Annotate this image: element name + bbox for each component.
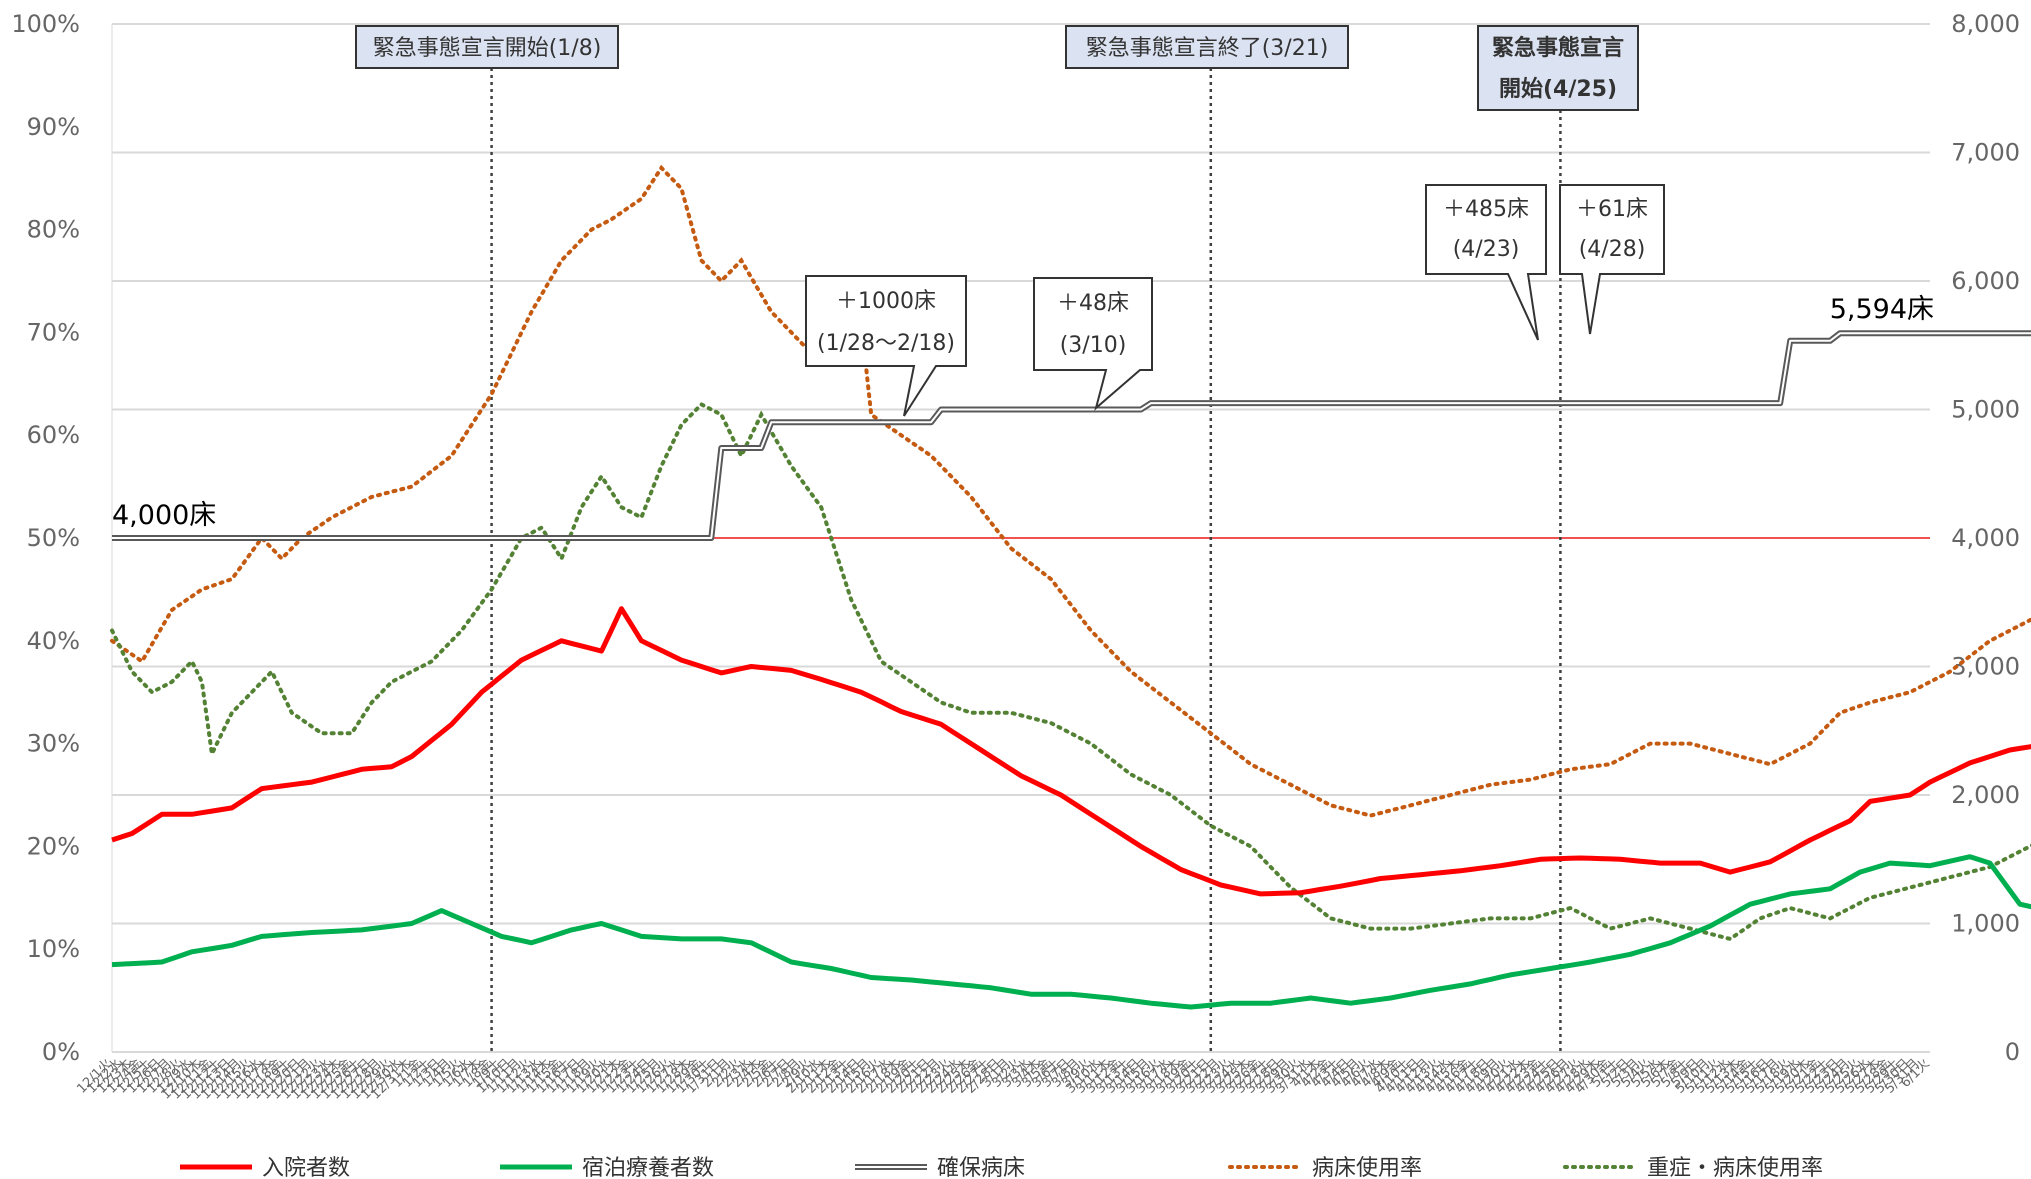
legend: 入院者数 宿泊療養者数 確保病床 病床使用率 重症・病床使用率	[180, 1156, 1823, 1179]
legend-label: 入院者数	[262, 1156, 350, 1179]
series-line	[110, 401, 2031, 942]
right-axis: 0 1,000 2,000 3,000 4,000 5,000 6,000 7,000 8,00…	[1951, 10, 2020, 1066]
callout-text: ＋1000床	[836, 289, 936, 314]
left-tick-label: 30%	[27, 730, 80, 758]
right-tick-label: 2,000	[1951, 781, 2020, 809]
legend-item: 入院者数	[180, 1156, 350, 1179]
legend-item: 宿泊療養者数	[500, 1156, 714, 1179]
x-axis: 12/1火12/2水12/3木12/4金12/5土12/6日12/7月12/8火…	[74, 1056, 1932, 1103]
callout-bed-48: ＋48床 (3/10)	[1033, 277, 1153, 411]
right-tick-label: 3,000	[1951, 653, 2020, 681]
callout-text: ＋485床	[1443, 197, 1529, 222]
right-tick-label: 8,000	[1951, 10, 2020, 38]
left-axis: 0% 10% 20% 30% 40% 50% 60% 70% 80% 90% 100%	[11, 10, 80, 1066]
series-line	[111, 854, 2031, 1010]
right-tick-label: 5,000	[1951, 396, 2020, 424]
callout-text: (1/28～2/18)	[817, 331, 955, 356]
callout-text: (3/10)	[1060, 333, 1127, 358]
series-line-inner	[112, 332, 2031, 539]
right-tick-label: 4,000	[1951, 524, 2020, 552]
legend-item: 病床使用率	[1228, 1156, 1422, 1179]
left-tick-label: 10%	[27, 935, 80, 963]
left-tick-label: 70%	[27, 318, 80, 346]
annotation-text: 緊急事態宣言終了(3/21)	[1086, 36, 1329, 61]
callout-text: ＋48床	[1057, 291, 1129, 316]
callout-bed-61: ＋61床 (4/28)	[1559, 184, 1665, 335]
left-tick-label: 40%	[27, 627, 80, 655]
series-line	[110, 164, 2031, 818]
legend-label: 宿泊療養者数	[582, 1156, 714, 1179]
annotation-declaration-start-2: 緊急事態宣言 開始(4/25)	[1477, 25, 1639, 111]
left-tick-label: 80%	[27, 216, 80, 244]
left-tick-label: 50%	[27, 524, 80, 552]
legend-item: 確保病床	[855, 1156, 1025, 1179]
annotation-text: 開始(4/25)	[1499, 76, 1617, 102]
callout-text: (4/23)	[1453, 237, 1520, 262]
left-tick-label: 90%	[27, 113, 80, 141]
label-end-beds: 5,594床	[1830, 294, 1934, 325]
callout-bed-1000: ＋1000床 (1/28～2/18)	[805, 275, 967, 417]
legend-label: 病床使用率	[1312, 1156, 1422, 1179]
left-tick-label: 60%	[27, 421, 80, 449]
left-tick-label: 100%	[11, 10, 80, 38]
callout-text: (4/28)	[1579, 237, 1646, 262]
annotation-declaration-end: 緊急事態宣言終了(3/21)	[1065, 25, 1349, 69]
right-tick-label: 1,000	[1951, 910, 2020, 938]
right-tick-label: 0	[2005, 1038, 2020, 1066]
annotation-text: 緊急事態宣言	[1492, 35, 1624, 61]
right-tick-label: 7,000	[1951, 139, 2020, 167]
annotation-declaration-start-1: 緊急事態宣言開始(1/8)	[355, 25, 619, 69]
series-line	[111, 606, 2031, 897]
left-tick-label: 20%	[27, 832, 80, 860]
left-tick-label: 0%	[42, 1038, 80, 1066]
right-tick-label: 6,000	[1951, 267, 2020, 295]
label-start-beds: 4,000床	[112, 500, 216, 531]
legend-item: 重症・病床使用率	[1563, 1156, 1823, 1179]
annotation-text: 緊急事態宣言開始(1/8)	[373, 36, 602, 61]
callout-text: ＋61床	[1576, 197, 1648, 222]
series-layer	[110, 164, 2031, 1010]
legend-label: 確保病床	[937, 1156, 1025, 1179]
callout-bed-485: ＋485床 (4/23)	[1425, 184, 1547, 341]
declaration-lines	[490, 68, 1562, 1052]
legend-label: 重症・病床使用率	[1647, 1156, 1823, 1179]
